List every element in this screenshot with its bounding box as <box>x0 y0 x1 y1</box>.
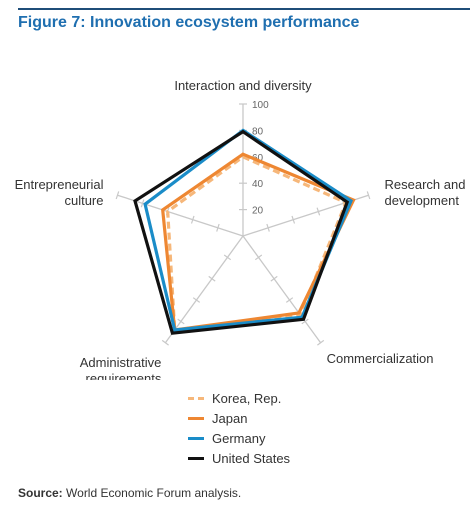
axis-tick <box>254 254 263 261</box>
legend-label: United States <box>212 450 291 466</box>
axis-tick <box>216 223 220 232</box>
axis-label: Commercialization <box>327 351 434 366</box>
axis-tick <box>177 318 185 325</box>
axis-label: Administrative requirements <box>80 355 162 380</box>
axis-tick <box>223 254 232 261</box>
chart-legend: Korea, Rep. Japan Germany United States <box>188 388 290 468</box>
axis-tick <box>317 339 325 346</box>
legend-swatch <box>188 396 204 400</box>
axis-tick <box>291 215 296 224</box>
axis-tick <box>366 191 371 200</box>
axis-tick <box>301 318 309 325</box>
axis-spoke <box>164 235 244 344</box>
radar-chart: 20 40 60 80 100 Interaction and diversity Rese… <box>15 78 466 380</box>
series-polygon <box>133 129 350 335</box>
radial-tick-label: 20 <box>252 206 264 217</box>
legend-label: Germany <box>212 430 266 446</box>
legend-item: Korea, Rep. <box>188 388 290 408</box>
axis-tick <box>285 297 294 303</box>
axis-label: Interaction and diversity <box>174 78 312 93</box>
axis-spoke <box>242 235 322 344</box>
axis-tick <box>140 199 145 208</box>
radial-tick-label: 60 <box>252 153 264 164</box>
axis-spoke <box>117 194 244 237</box>
series-polygon <box>143 128 353 332</box>
legend-swatch <box>188 436 204 440</box>
figure-title: Figure 7: Innovation ecosystem performan… <box>18 14 360 31</box>
axis-tick <box>208 275 216 282</box>
axis-label: Entrepreneurial culture <box>15 177 104 208</box>
legend-swatch <box>188 416 204 420</box>
radial-tick-label: 100 <box>252 100 269 111</box>
axis-label: Research and development <box>385 177 466 208</box>
axis-tick <box>192 297 201 303</box>
radial-tick-label: 40 <box>252 179 264 190</box>
axis-tick <box>266 223 270 232</box>
legend-label: Korea, Rep. <box>212 390 282 406</box>
axis-tick <box>115 191 120 200</box>
axis-tick <box>270 275 278 282</box>
legend-swatch <box>188 456 204 460</box>
legend-item: Japan <box>188 408 290 428</box>
radial-tick-label: 80 <box>252 126 264 137</box>
source-label: Source: <box>18 486 63 500</box>
axis-tick <box>316 207 321 216</box>
source-text: World Economic Forum analysis. <box>66 486 242 500</box>
legend-label: Japan <box>212 410 248 426</box>
axis-tick <box>190 215 195 224</box>
axis-tick <box>161 339 169 346</box>
legend-item: Germany <box>188 428 290 448</box>
source-note: Source: World Economic Forum analysis. <box>18 486 241 500</box>
legend-item: United States <box>188 448 290 468</box>
header-rule <box>18 8 470 10</box>
